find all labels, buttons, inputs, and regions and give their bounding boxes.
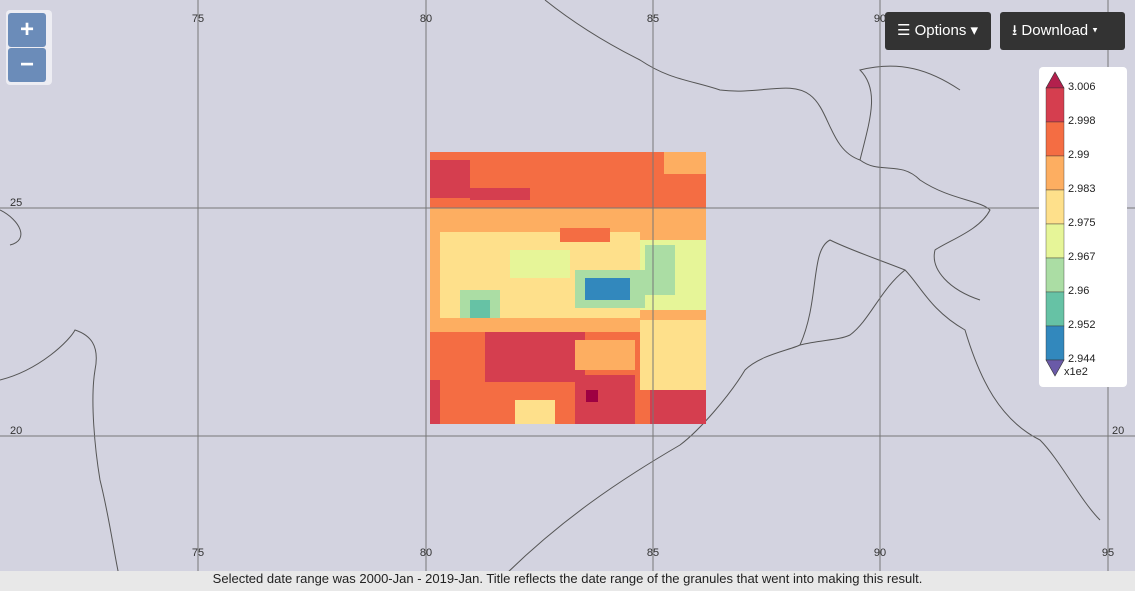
lat-label: 25 bbox=[10, 197, 22, 209]
zoom-in[interactable]: + bbox=[8, 13, 46, 47]
legend-label: 2.998 bbox=[1068, 115, 1096, 127]
lon-label: 80 bbox=[420, 547, 432, 559]
lon-label: 90 bbox=[874, 547, 886, 559]
legend-label: 2.944 bbox=[1068, 353, 1096, 365]
legend-graphic: 3.006 2.998 2.99 2.983 2.975 2.967 2.96 2.952 2.… bbox=[1045, 71, 1096, 378]
options-label: Options bbox=[914, 22, 967, 39]
lat-label: 20 bbox=[1112, 425, 1124, 437]
legend-bottom-arrow bbox=[1045, 359, 1065, 377]
footer: Selected date range was 2000-Jan - 2019-… bbox=[0, 571, 1135, 591]
legend-label: 2.975 bbox=[1068, 217, 1096, 229]
lon-label: 75 bbox=[192, 547, 204, 559]
lon-label: 75 bbox=[192, 13, 204, 25]
data-raster bbox=[430, 152, 706, 424]
legend-swatch bbox=[1045, 189, 1065, 225]
lon-label: 95 bbox=[1102, 547, 1114, 559]
lat-label: 20 bbox=[10, 425, 22, 437]
lon-label: 85 bbox=[647, 547, 659, 559]
zoom-control: + − bbox=[6, 10, 52, 85]
legend-swatch bbox=[1045, 121, 1065, 157]
legend: 3.006 2.998 2.99 2.983 2.975 2.967 2.96 2.952 2.… bbox=[1039, 67, 1127, 387]
legend-swatch bbox=[1045, 223, 1065, 259]
legend-swatch bbox=[1045, 257, 1065, 293]
legend-swatch bbox=[1045, 325, 1065, 361]
legend-label: 2.96 bbox=[1068, 285, 1089, 297]
options-button[interactable]: ☰ Options ▾ bbox=[885, 12, 991, 50]
download-label: Download bbox=[1021, 22, 1089, 39]
legend-label: 2.983 bbox=[1068, 183, 1096, 195]
legend-multiplier: x1e2 bbox=[1064, 366, 1088, 378]
zoom-out[interactable]: − bbox=[8, 48, 46, 82]
lon-label: 80 bbox=[420, 13, 432, 25]
legend-label: 3.006 bbox=[1068, 81, 1096, 93]
download-button[interactable]: ⭳ Download ▾ bbox=[1000, 12, 1125, 50]
lon-label: 85 bbox=[647, 13, 659, 25]
legend-swatch bbox=[1045, 155, 1065, 191]
legend-top-arrow bbox=[1045, 71, 1065, 89]
legend-label: 2.99 bbox=[1068, 149, 1089, 161]
legend-swatch bbox=[1045, 87, 1065, 123]
legend-label: 2.967 bbox=[1068, 251, 1096, 263]
lon-label: 90 bbox=[874, 13, 886, 25]
legend-label: 2.952 bbox=[1068, 319, 1096, 331]
legend-swatch bbox=[1045, 291, 1065, 327]
